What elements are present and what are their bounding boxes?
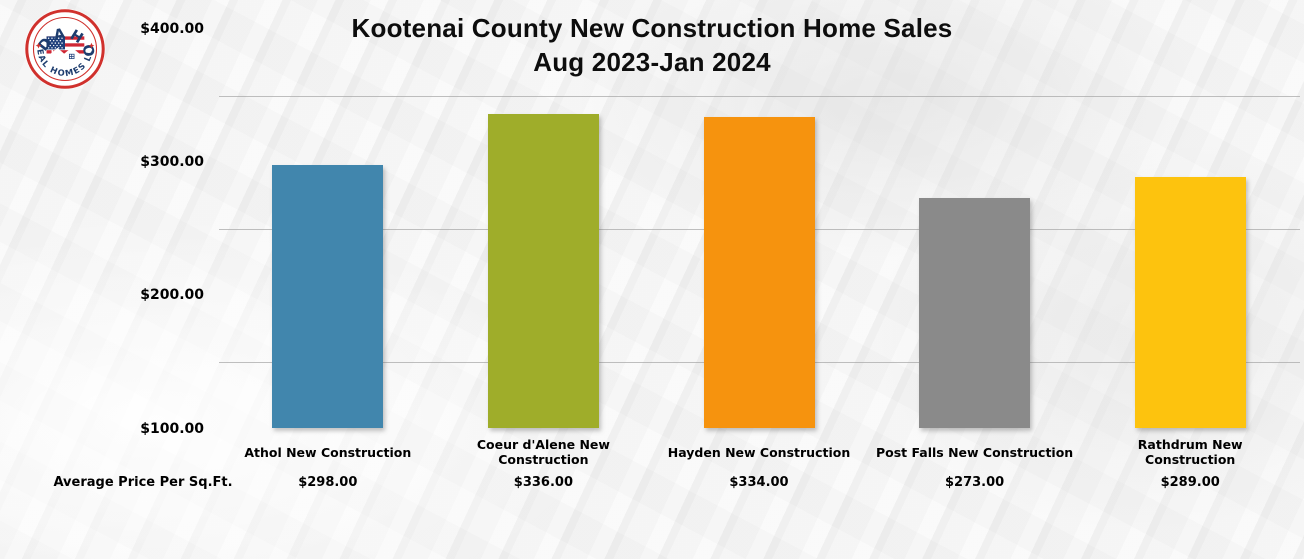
gridline-350 — [219, 96, 1300, 97]
bar-rathdrum-new-construction — [1134, 176, 1246, 429]
category-label: Rathdrum New Construction — [1137, 437, 1243, 467]
y-axis-tick-label: $100.00 — [140, 420, 204, 437]
logo-outer-ring — [25, 9, 105, 89]
y-axis-tick-label: $300.00 — [140, 154, 204, 171]
category-label: Coeur d'Alene New Construction — [476, 437, 610, 467]
idaho-real-homes-logo: IDAHO REAL HOMES LLC — [24, 8, 106, 90]
logo-star-left — [35, 42, 42, 49]
bar-hayden-new-construction — [703, 116, 815, 429]
value-label: $334.00 — [729, 475, 789, 490]
logo-flag — [45, 36, 85, 62]
logo-star-right — [88, 42, 95, 49]
y-axis-tick-label: $200.00 — [140, 287, 204, 304]
category-label: Hayden New Construction — [667, 444, 851, 460]
logo-house-roofline — [45, 47, 85, 62]
value-label: $336.00 — [513, 475, 573, 490]
bar-coeur-d-alene-new-construction — [487, 114, 599, 429]
bar-post-falls-new-construction — [919, 198, 1031, 429]
bar-athol-new-construction — [272, 164, 384, 429]
value-label: $273.00 — [944, 475, 1005, 490]
category-label: Athol New Construction — [244, 444, 412, 460]
category-label: Post Falls New Construction — [875, 444, 1074, 460]
value-label: $289.00 — [1160, 475, 1220, 490]
logo-inner-ring — [32, 16, 98, 82]
chart-title-line1: Kootenai County New Construction Home Sa… — [351, 13, 953, 43]
chart-title: Kootenai County New Construction Home Sa… — [0, 11, 1304, 79]
logo-window — [68, 53, 75, 59]
value-label: $298.00 — [298, 475, 358, 490]
y-axis-tick-label: $400.00 — [140, 21, 204, 37]
logo-chimney — [51, 49, 54, 54]
row-label-average-price: Average Price Per Sq.Ft. — [53, 475, 233, 490]
chart-title-line2: Aug 2023-Jan 2024 — [533, 47, 771, 77]
